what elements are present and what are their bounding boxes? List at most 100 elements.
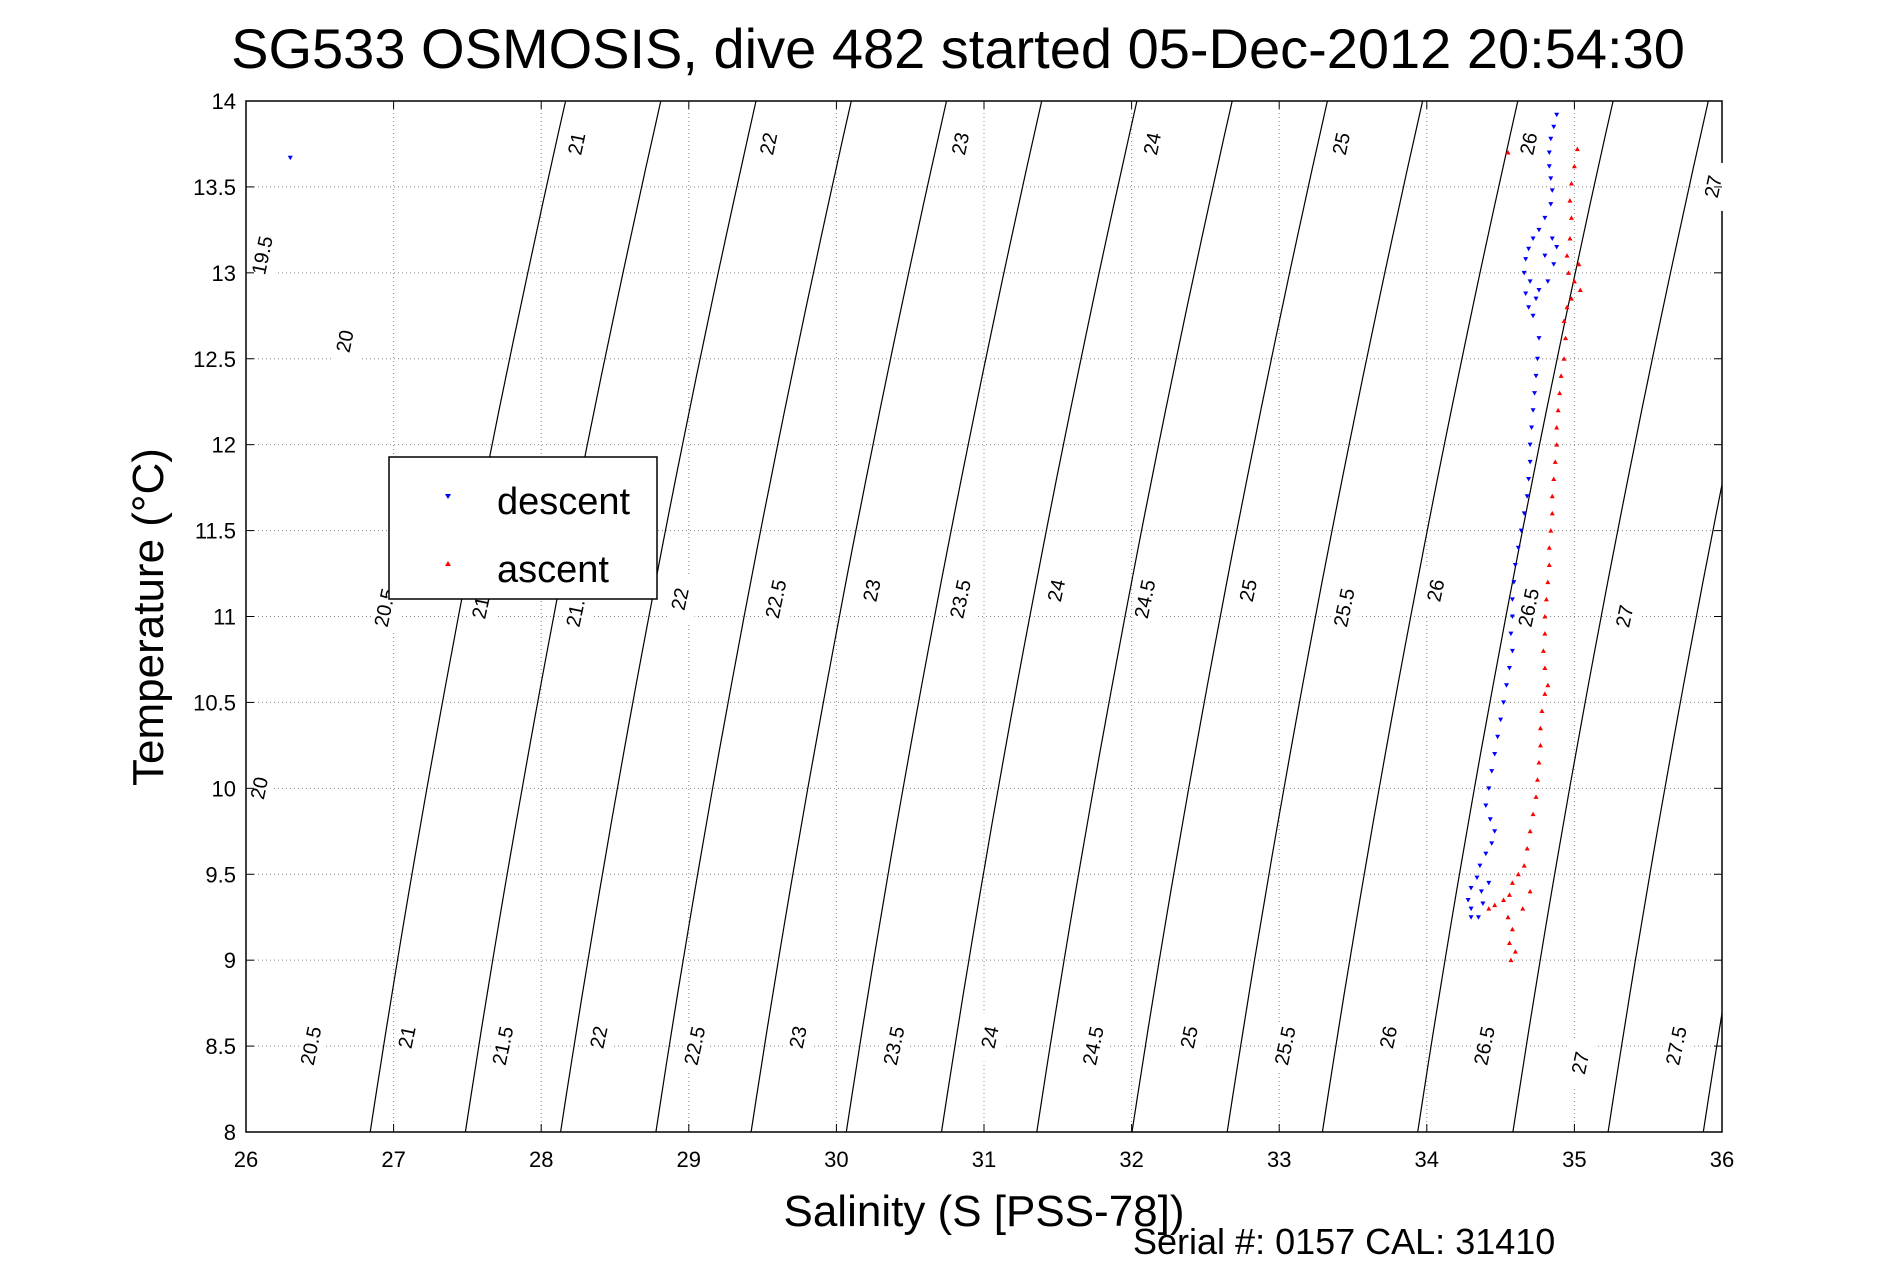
y-tick-label: 10.5 <box>193 690 236 715</box>
contour-label-bg <box>1376 1013 1403 1062</box>
chart-title: SG533 OSMOSIS, dive 482 started 05-Dec-2… <box>231 17 1685 80</box>
x-axis-label: Salinity (S [PSS-78]) <box>783 1187 1184 1236</box>
descent-point <box>1483 803 1489 809</box>
contour-label: 24 <box>1044 577 1070 603</box>
descent-point <box>1529 425 1535 430</box>
ascent-point <box>1542 691 1548 696</box>
ascent-point <box>1509 926 1515 932</box>
contour-label-bg <box>756 119 783 168</box>
contour-label: 20 <box>333 328 359 354</box>
descent-point <box>1549 236 1555 241</box>
descent-point <box>1521 270 1527 276</box>
ascent-point <box>1537 742 1543 748</box>
ascent-point <box>1574 146 1580 152</box>
descent-point <box>1489 841 1495 846</box>
descent-point <box>1465 898 1471 903</box>
density-contour-line <box>1226 101 1424 1132</box>
descent-point <box>1551 124 1557 130</box>
descent-point <box>1548 136 1554 142</box>
contour-label-bg <box>683 1022 710 1071</box>
legend-marker-descent <box>445 494 451 499</box>
descent-point <box>1533 296 1539 302</box>
y-tick-label: 10 <box>212 776 236 801</box>
contour-label-bg <box>1517 583 1544 632</box>
descent-point <box>1523 291 1529 296</box>
ascent-point <box>1568 180 1574 186</box>
descent-point <box>1530 313 1536 319</box>
descent-point <box>1508 631 1514 637</box>
descent-point <box>1477 863 1483 869</box>
density-contour-line <box>1417 101 1614 1132</box>
density-contour-line <box>464 101 662 1132</box>
contour-label-bg <box>786 1013 813 1062</box>
contour-label: 23 <box>786 1024 812 1050</box>
descent-point <box>1526 246 1532 252</box>
density-contour-line <box>845 101 1043 1132</box>
descent-point <box>1530 408 1536 413</box>
y-tick-label: 13 <box>212 261 236 286</box>
contour-label-bg <box>333 317 360 366</box>
descent-point <box>1504 683 1510 688</box>
descent-point <box>1492 751 1498 757</box>
descent-point <box>1535 356 1540 362</box>
descent-point <box>1486 880 1492 886</box>
y-tick-label: 12.5 <box>193 347 236 372</box>
contour-label-bg <box>395 1013 422 1062</box>
y-axis-ticks: 8 8.5 9 9.5 10 10.5 11 11.5 12 12.5 13 13.5 14 <box>193 89 1722 1145</box>
contour-label: 21 <box>564 131 590 157</box>
contour-label: 22 <box>586 1024 612 1050</box>
ascent-point <box>1492 902 1498 908</box>
x-tick-label: 31 <box>972 1147 996 1172</box>
contour-label: 23 <box>860 577 886 603</box>
x-tick-label: 35 <box>1562 1147 1586 1172</box>
descent-point <box>1523 257 1529 262</box>
descent-point <box>1512 562 1518 568</box>
contour-label-bg <box>668 575 695 624</box>
contour-label: 24 <box>1140 131 1166 157</box>
density-contour-line <box>1036 101 1233 1132</box>
ascent-point <box>1527 888 1533 894</box>
ascent-point <box>1576 261 1582 267</box>
contour-label-bg <box>1568 1039 1595 1088</box>
density-contour-line <box>1512 101 1709 1132</box>
ascent-point <box>1552 459 1558 464</box>
descent-point <box>1515 545 1521 551</box>
descent-point <box>1530 236 1536 241</box>
x-tick-label: 30 <box>824 1147 848 1172</box>
ascent-point <box>1564 304 1570 310</box>
descent-point <box>1521 511 1527 516</box>
x-tick-label: 26 <box>234 1147 258 1172</box>
contour-label: 26 <box>1516 131 1542 157</box>
density-contour-line <box>940 101 1138 1132</box>
contour-label-bg <box>1236 566 1263 615</box>
contour-label: 24 <box>978 1024 1004 1050</box>
descent-point <box>1468 915 1474 920</box>
density-contour-line <box>750 101 948 1132</box>
ascent-point <box>1506 940 1512 945</box>
contour-label-bg <box>1273 1022 1300 1071</box>
ascent-point <box>1515 871 1521 877</box>
ascent-point <box>1549 493 1555 499</box>
contour-label: 27 <box>1612 603 1638 629</box>
x-tick-label: 36 <box>1710 1147 1734 1172</box>
descent-point <box>1533 373 1539 379</box>
ascent-point <box>1509 880 1515 885</box>
descent-point <box>1518 528 1524 534</box>
descent-point <box>1532 391 1538 396</box>
descent-point <box>1501 700 1507 705</box>
ascent-point <box>1536 760 1542 765</box>
ascent-point <box>1486 906 1492 911</box>
density-contour-line <box>559 101 757 1132</box>
density-contour-line <box>369 101 567 1132</box>
ascent-point <box>1564 253 1570 258</box>
descent-point <box>1527 459 1533 465</box>
contour-label-bg <box>491 1022 518 1071</box>
contour-label-bg <box>948 119 975 168</box>
ascent-point <box>1548 528 1554 533</box>
descent-point <box>1536 288 1542 293</box>
contour-label: 21 <box>395 1024 421 1050</box>
x-tick-label: 32 <box>1119 1147 1143 1172</box>
descent-point <box>1546 164 1552 169</box>
descent-point <box>1480 901 1486 906</box>
legend-label-descent: descent <box>497 481 631 523</box>
